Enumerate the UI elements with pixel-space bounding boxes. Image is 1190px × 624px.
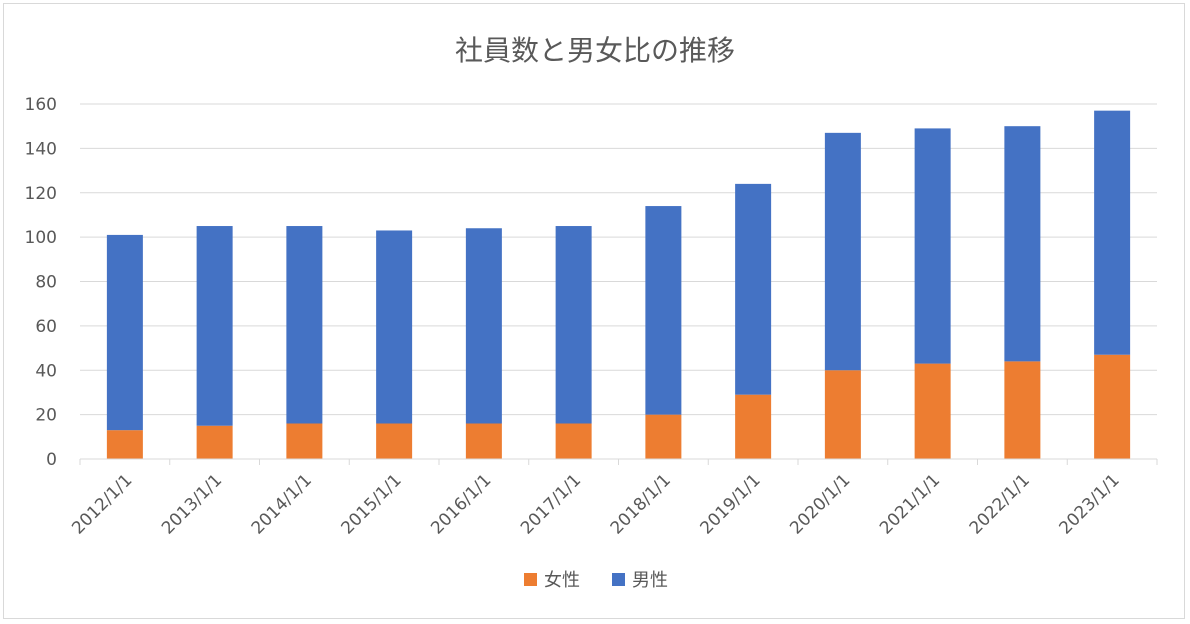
bar-female-2015/1/1 (376, 423, 413, 459)
bar-male-2015/1/1 (376, 230, 413, 424)
y-tick-label: 60 (35, 317, 57, 337)
x-tick-label: 2013/1/1 (158, 470, 226, 538)
x-tick-label: 2023/1/1 (1056, 470, 1124, 538)
x-tick-label: 2015/1/1 (338, 470, 406, 538)
y-tick-label: 160 (25, 95, 57, 115)
x-tick-label: 2017/1/1 (517, 470, 585, 538)
bar-female-2020/1/1 (824, 370, 861, 459)
x-tick-label: 2012/1/1 (68, 470, 136, 538)
chart-title: 社員数と男女比の推移 (455, 34, 735, 67)
y-tick-label: 0 (46, 450, 57, 470)
y-tick-label: 140 (25, 139, 57, 159)
legend-swatch-female (524, 573, 537, 586)
bar-male-2016/1/1 (465, 228, 502, 424)
bars (106, 110, 1131, 459)
y-tick-label: 120 (25, 184, 57, 204)
bar-female-2022/1/1 (1004, 361, 1041, 459)
x-tick-label: 2016/1/1 (427, 470, 495, 538)
y-tick-label: 80 (35, 273, 57, 293)
y-tick-label: 40 (35, 361, 57, 381)
bar-female-2019/1/1 (735, 394, 772, 459)
bar-male-2013/1/1 (196, 226, 233, 426)
bar-female-2016/1/1 (465, 423, 502, 459)
x-tick-label: 2018/1/1 (607, 470, 675, 538)
y-tick-label: 100 (25, 228, 57, 248)
bar-male-2022/1/1 (1004, 126, 1041, 362)
bar-female-2013/1/1 (196, 425, 233, 459)
bar-male-2019/1/1 (735, 183, 772, 395)
legend-label-male: 男性 (632, 570, 668, 591)
legend: 女性 男性 (524, 570, 668, 591)
bar-female-2014/1/1 (286, 423, 323, 459)
legend-swatch-male (612, 573, 625, 586)
x-tick-label: 2019/1/1 (697, 470, 765, 538)
bar-male-2020/1/1 (824, 132, 861, 371)
bar-male-2023/1/1 (1094, 110, 1131, 355)
bar-female-2023/1/1 (1094, 354, 1131, 459)
bar-female-2012/1/1 (106, 430, 143, 459)
bar-male-2014/1/1 (286, 226, 323, 424)
bar-female-2021/1/1 (914, 363, 951, 459)
x-tick-label: 2021/1/1 (876, 470, 944, 538)
legend-label-female: 女性 (544, 570, 580, 591)
bar-male-2018/1/1 (645, 206, 682, 415)
x-tick-label: 2014/1/1 (248, 470, 316, 538)
bar-male-2017/1/1 (555, 226, 592, 424)
y-tick-label: 20 (35, 406, 57, 426)
y-axis: 0 20 40 60 80 100 120 140 160 (25, 95, 57, 470)
bar-female-2018/1/1 (645, 414, 682, 459)
bar-male-2012/1/1 (106, 234, 143, 431)
bar-male-2021/1/1 (914, 128, 951, 364)
bar-female-2017/1/1 (555, 423, 592, 459)
x-tick-label: 2020/1/1 (786, 470, 854, 538)
x-axis: 2012/1/1 2013/1/1 2014/1/1 2015/1/1 2016/1/1… (68, 458, 1158, 539)
x-tick-label: 2022/1/1 (966, 470, 1034, 538)
gridlines (80, 103, 1157, 416)
